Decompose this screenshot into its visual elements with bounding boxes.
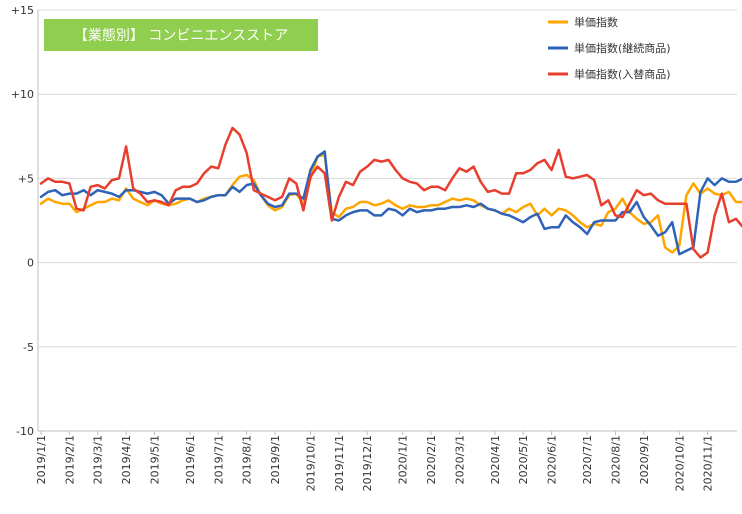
x-tick-label: 2019/4/1 — [120, 435, 133, 484]
x-tick-label: 2020/8/1 — [609, 435, 622, 484]
chart-title-group: 【業態別】 コンビニエンスストア — [44, 19, 318, 51]
x-tick-label: 2019/12/1 — [361, 435, 374, 491]
x-tick-label: 2019/7/1 — [212, 435, 225, 484]
legend-label: 単価指数 — [574, 15, 618, 29]
chart-title: 【業態別】 コンビニエンスストア — [74, 28, 288, 44]
x-tick-label: 2020/2/1 — [425, 435, 438, 484]
series-line-2 — [39, 150, 742, 256]
x-tick-label: 2019/1/1 — [35, 435, 48, 484]
x-tick-label: 2019/9/1 — [269, 435, 282, 484]
chart-title-box — [44, 19, 318, 51]
y-tick-label: -5 — [23, 341, 34, 354]
x-tick-label: 2020/6/1 — [546, 435, 559, 484]
y-tick-label: +5 — [18, 172, 34, 185]
x-tick-label: 2019/6/1 — [184, 435, 197, 484]
x-tick-label: 2020/5/1 — [517, 435, 530, 484]
legend-label: 単価指数(入替商品) — [574, 67, 671, 81]
y-tick-label: +10 — [11, 88, 34, 101]
series-lines — [39, 126, 742, 259]
x-tick-label: 2019/11/1 — [333, 435, 346, 491]
x-tick-label: 2020/4/1 — [489, 435, 502, 484]
x-tick-label: 2019/5/1 — [148, 435, 161, 484]
x-tick-label: 2020/1/1 — [397, 435, 410, 484]
x-tick-label: 2020/9/1 — [638, 435, 651, 484]
x-tick-label: 2019/2/1 — [63, 435, 76, 484]
x-tick-label: 2020/10/1 — [673, 435, 686, 491]
x-tick-label: 2020/3/1 — [453, 435, 466, 484]
x-tick-label: 2019/3/1 — [92, 435, 105, 484]
y-tick-label: -10 — [16, 425, 34, 438]
x-tick-label: 2020/7/1 — [581, 435, 594, 484]
y-tick-label: +15 — [11, 4, 34, 17]
x-tick-label: 2019/8/1 — [241, 435, 254, 484]
legend-label: 単価指数(継続商品) — [574, 41, 671, 55]
y-tick-label: 0 — [27, 257, 34, 270]
series-line-3 — [39, 126, 742, 259]
x-tick-label: 2019/10/1 — [304, 435, 317, 491]
x-tick-label: 2020/11/1 — [702, 435, 715, 491]
